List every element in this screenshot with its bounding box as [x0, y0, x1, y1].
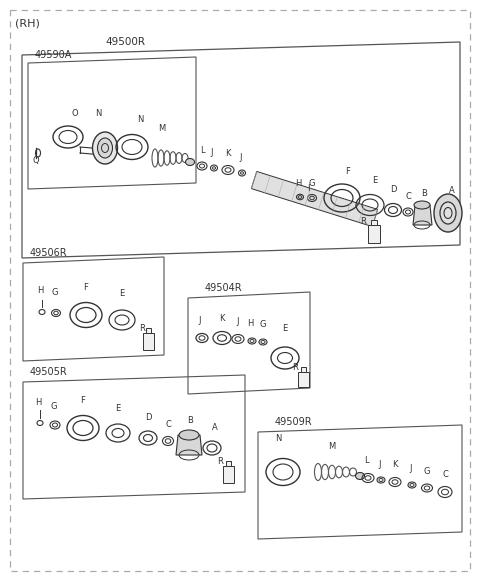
Text: H: H: [35, 398, 41, 407]
Ellipse shape: [414, 201, 430, 209]
Polygon shape: [301, 367, 306, 372]
Text: I: I: [307, 184, 309, 193]
Text: C: C: [405, 192, 411, 201]
Polygon shape: [368, 225, 380, 243]
Text: 49505R: 49505R: [30, 367, 68, 377]
Text: Q: Q: [33, 156, 39, 165]
Ellipse shape: [179, 430, 199, 440]
Text: N: N: [95, 109, 101, 118]
Text: J: J: [211, 148, 213, 157]
Text: R: R: [360, 217, 366, 226]
Text: 49590A: 49590A: [35, 50, 72, 60]
Ellipse shape: [97, 138, 112, 158]
Text: L: L: [364, 456, 368, 465]
Text: E: E: [282, 324, 288, 333]
Text: F: F: [346, 167, 350, 176]
Text: J: J: [199, 316, 201, 325]
Text: E: E: [372, 176, 378, 185]
Text: F: F: [81, 396, 85, 405]
Ellipse shape: [185, 159, 194, 166]
Text: G: G: [309, 179, 315, 188]
Text: D: D: [390, 185, 396, 194]
Text: R: R: [292, 363, 298, 372]
Text: F: F: [84, 283, 88, 292]
Text: 49500R: 49500R: [105, 37, 145, 47]
Text: B: B: [421, 189, 427, 198]
Text: M: M: [328, 442, 336, 451]
Text: H: H: [37, 286, 43, 295]
Text: J: J: [410, 464, 412, 473]
Text: O: O: [72, 109, 78, 118]
Text: B: B: [187, 416, 193, 425]
Text: M: M: [158, 124, 166, 133]
Ellipse shape: [440, 202, 456, 224]
Text: 49504R: 49504R: [205, 283, 242, 293]
Text: D: D: [145, 413, 151, 422]
Text: C: C: [165, 420, 171, 429]
Polygon shape: [371, 220, 377, 225]
Text: G: G: [424, 467, 430, 476]
Text: L: L: [200, 146, 204, 155]
Text: H: H: [247, 319, 253, 328]
Text: N: N: [275, 434, 281, 443]
Text: E: E: [120, 289, 125, 298]
Text: H: H: [295, 179, 301, 188]
Text: G: G: [51, 402, 57, 411]
Ellipse shape: [93, 132, 118, 164]
Text: C: C: [442, 470, 448, 479]
Text: J: J: [237, 317, 239, 326]
Text: E: E: [115, 404, 120, 413]
Polygon shape: [226, 461, 231, 466]
Text: K: K: [219, 314, 225, 323]
Polygon shape: [176, 435, 202, 455]
Text: A: A: [212, 423, 218, 432]
Ellipse shape: [434, 194, 462, 232]
Polygon shape: [223, 466, 234, 483]
Text: R: R: [217, 457, 223, 466]
Text: A: A: [449, 186, 455, 195]
Text: 49506R: 49506R: [30, 248, 68, 258]
Text: G: G: [52, 288, 58, 297]
Polygon shape: [298, 372, 309, 387]
Text: J: J: [240, 153, 242, 162]
Text: 49509R: 49509R: [275, 417, 312, 427]
Text: J: J: [379, 460, 381, 469]
Text: R: R: [139, 324, 145, 333]
Polygon shape: [252, 171, 378, 227]
Text: G: G: [260, 320, 266, 329]
Ellipse shape: [356, 472, 364, 479]
Text: N: N: [137, 115, 143, 124]
Text: (RH): (RH): [15, 18, 40, 28]
Polygon shape: [146, 328, 151, 333]
Text: K: K: [225, 149, 231, 158]
Polygon shape: [413, 205, 432, 225]
Text: K: K: [392, 460, 398, 469]
Polygon shape: [143, 333, 154, 350]
